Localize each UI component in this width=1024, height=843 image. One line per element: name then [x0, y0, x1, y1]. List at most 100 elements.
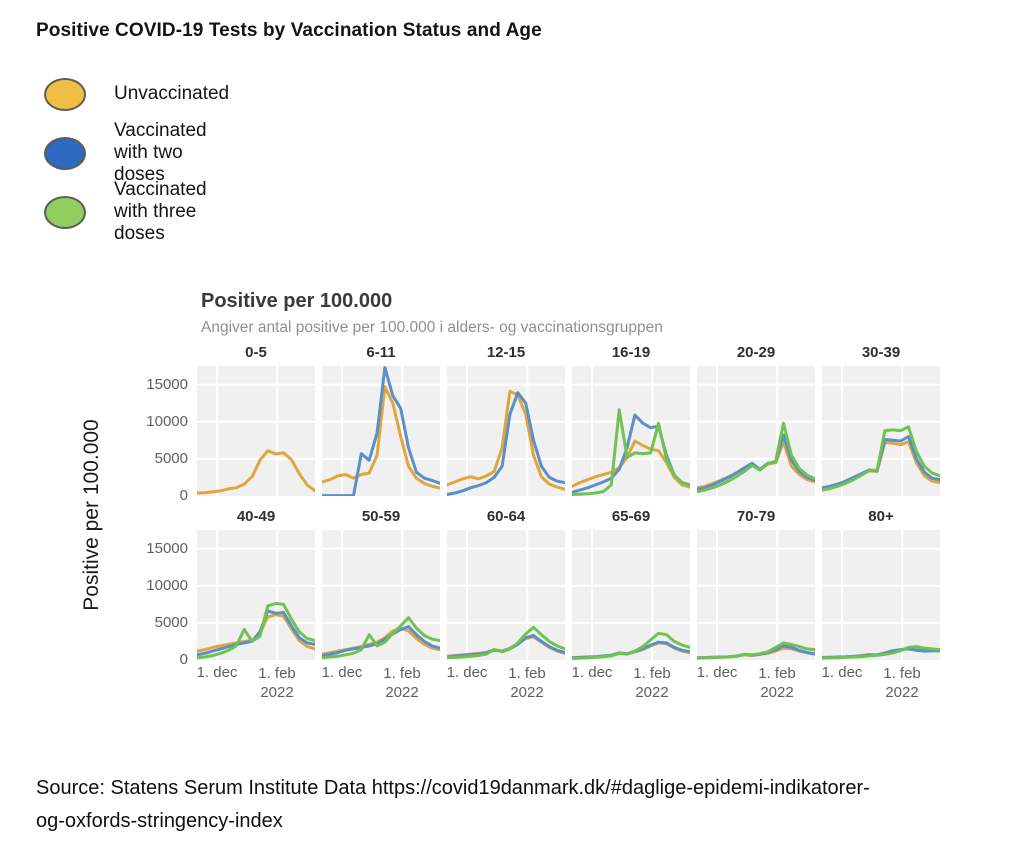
panel-plot: [822, 366, 940, 496]
x-tick-label-dec: 1. dec: [196, 664, 238, 681]
source-line-1: Source: Statens Serum Institute Data htt…: [36, 777, 870, 799]
line-two_doses: [322, 625, 440, 657]
line-three_doses: [697, 421, 815, 493]
x-tick-year: 2022: [260, 684, 294, 701]
y-tick-label: 10000: [146, 412, 188, 430]
legend-item-unvaccinated: Unvaccinated: [44, 76, 229, 112]
panel-title: 50-59: [361, 508, 401, 525]
two-doses-swatch-icon: [44, 136, 86, 170]
panel-title: 0-5: [245, 344, 267, 361]
panel-80+: 80+ 1. dec 1. feb 2022: [822, 508, 940, 702]
x-tick-label-feb: 1. feb 2022: [258, 665, 296, 701]
line-three_doses: [447, 625, 565, 660]
panel-0-5: 0-5: [197, 344, 315, 496]
panel-plot: [197, 530, 315, 660]
line-two_doses: [322, 366, 440, 496]
y-tick-label: 0: [179, 651, 188, 668]
legend-label: Vaccinated with two doses: [114, 120, 207, 185]
chart-title: Positive per 100.000: [201, 290, 393, 312]
line-two_doses: [447, 391, 565, 496]
x-axis-labels: 1. dec 1. feb 2022: [822, 660, 940, 702]
legend-label: Unvaccinated: [114, 83, 230, 104]
line-three_doses: [572, 631, 690, 660]
panel-plot: [697, 530, 815, 660]
x-tick-year: 2022: [510, 684, 544, 701]
x-tick-label-dec: 1. dec: [571, 664, 613, 681]
panel-title: 20-29: [736, 344, 776, 361]
line-two_doses: [197, 609, 315, 657]
legend-item-two-doses: Vaccinated with two doses: [44, 120, 207, 185]
panel-title: 6-11: [366, 344, 396, 361]
line-three_doses: [822, 425, 940, 492]
x-tick-label-feb: 1. feb 2022: [633, 665, 671, 701]
x-tick-label-feb: 1. feb 2022: [383, 665, 421, 701]
x-axis-labels: 1. dec 1. feb 2022: [572, 660, 690, 702]
panel-plot: [447, 530, 565, 660]
x-tick-year: 2022: [385, 684, 419, 701]
y-tick-label: 15000: [146, 539, 188, 557]
y-tick-label: 5000: [154, 613, 188, 631]
panel-plot: [197, 366, 315, 496]
panel-title: 70-79: [736, 508, 776, 525]
panel-title: 30-39: [861, 344, 901, 361]
x-tick-year: 2022: [635, 684, 669, 701]
panel-title: 65-69: [611, 508, 651, 525]
panel-65-69: 65-69 1. dec 1. feb 2022: [572, 508, 690, 702]
legend-item-three-doses: Vaccinated with three doses: [44, 179, 207, 244]
panel-6-11: 6-11: [322, 344, 440, 496]
x-tick-label-dec: 1. dec: [821, 664, 863, 681]
x-tick-label-dec: 1. dec: [446, 664, 488, 681]
panel-plot: [697, 366, 815, 496]
panel-plot: [572, 366, 690, 496]
x-tick-year: 2022: [760, 684, 794, 701]
panel-title: 40-49: [236, 508, 276, 525]
panel-16-19: 16-19: [572, 344, 690, 496]
y-axis-title: Positive per 100.000: [80, 419, 103, 611]
three-doses-swatch-icon: [44, 195, 86, 229]
y-tick-label: 15000: [146, 375, 188, 393]
x-axis-labels: 1. dec 1. feb 2022: [197, 660, 315, 702]
x-tick-label-dec: 1. dec: [321, 664, 363, 681]
x-axis-labels: 1. dec 1. feb 2022: [697, 660, 815, 702]
panel-70-79: 70-79 1. dec 1. feb 2022: [697, 508, 815, 702]
x-tick-label-feb: 1. feb 2022: [758, 665, 796, 701]
panel-title: 60-64: [486, 508, 526, 525]
line-unvaccinated: [447, 389, 565, 491]
panel-plot: [572, 530, 690, 660]
line-unvaccinated: [197, 449, 315, 495]
source-line-2: og-oxfords-stringency-index: [36, 810, 283, 832]
line-three_doses: [697, 641, 815, 660]
unvaccinated-swatch-icon: [44, 77, 86, 111]
panel-60-64: 60-64 1. dec 1. feb 2022: [447, 508, 565, 702]
line-three_doses: [822, 645, 940, 660]
x-axis-labels: 1. dec 1. feb 2022: [447, 660, 565, 702]
y-tick-label: 10000: [146, 576, 188, 594]
panel-plot: [447, 366, 565, 496]
legend-label: Vaccinated with three doses: [114, 179, 207, 244]
panel-40-49: 40-49 1. dec 1. feb 2022: [197, 508, 315, 702]
y-tick-label: 5000: [154, 449, 188, 467]
panel-50-59: 50-59 1. dec 1. feb 2022: [322, 508, 440, 702]
x-tick-label-feb: 1. feb 2022: [508, 665, 546, 701]
panel-plot: [322, 530, 440, 660]
source-text: Source: Statens Serum Institute Data htt…: [36, 772, 1001, 838]
panel-title: 16-19: [611, 344, 651, 361]
line-three_doses: [197, 602, 315, 660]
panel-20-29: 20-29: [697, 344, 815, 496]
line-three_doses: [322, 616, 440, 660]
x-tick-year: 2022: [885, 684, 919, 701]
panel-30-39: 30-39: [822, 344, 940, 496]
panel-12-15: 12-15: [447, 344, 565, 496]
y-tick-label: 0: [179, 487, 188, 504]
x-axis-labels: 1. dec 1. feb 2022: [322, 660, 440, 702]
panel-grid-row-1: 0-5 6-11 12-15 16-19 20-29 30-39: [197, 344, 940, 496]
page-title: Positive COVID-19 Tests by Vaccination S…: [36, 20, 542, 41]
x-tick-label-feb: 1. feb 2022: [883, 665, 921, 701]
chart-subtitle: Angiver antal positive per 100.000 i ald…: [201, 319, 663, 336]
panel-plot: [822, 530, 940, 660]
line-three_doses: [572, 408, 690, 496]
panel-grid-row-2: 40-49 1. dec 1. feb 2022 50-59 1. dec 1. feb 20…: [197, 508, 940, 702]
x-tick-label-dec: 1. dec: [696, 664, 738, 681]
panel-title: 12-15: [486, 344, 526, 361]
